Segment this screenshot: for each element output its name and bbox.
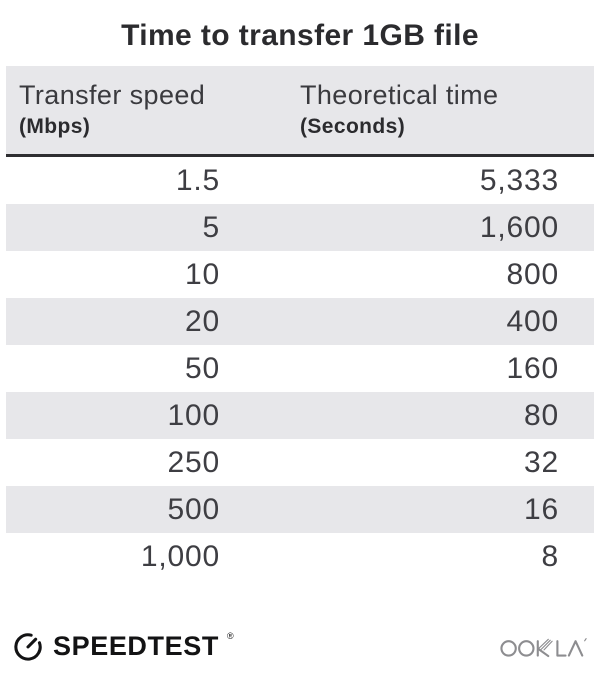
time-cell: 16: [524, 492, 559, 526]
column-label: Theoretical time: [300, 80, 499, 110]
table-row: 500 16: [6, 486, 594, 533]
time-cell: 400: [506, 304, 559, 338]
speed-cell: 1,000: [140, 539, 220, 573]
time-cell: 8: [541, 539, 559, 573]
time-cell: 160: [506, 351, 559, 385]
table-header-row: Transfer speed (Mbps) Theoretical time (…: [6, 66, 594, 157]
table-row: 1.5 5,333: [6, 157, 594, 204]
column-header-transfer-speed: Transfer speed (Mbps): [6, 78, 300, 142]
table-row: 250 32: [6, 439, 594, 486]
speed-cell: 5: [202, 210, 220, 244]
time-cell: 800: [506, 257, 559, 291]
table-row: 20 400: [6, 298, 594, 345]
column-label: Transfer speed: [19, 80, 206, 110]
column-header-theoretical-time: Theoretical time (Seconds): [300, 78, 594, 142]
transfer-time-table: Transfer speed (Mbps) Theoretical time (…: [6, 66, 594, 580]
table-row: 50 160: [6, 345, 594, 392]
time-cell: 1,600: [479, 210, 559, 244]
table-row: 1,000 8: [6, 533, 594, 580]
time-cell: 32: [524, 445, 559, 479]
speed-cell: 10: [185, 257, 220, 291]
table-row: 5 1,600: [6, 204, 594, 251]
speedtest-wordmark: SPEEDTEST: [53, 631, 219, 661]
ookla-logo: [500, 634, 588, 659]
speedtest-logo: SPEEDTEST ®: [10, 628, 234, 664]
table-row: 100 80: [6, 392, 594, 439]
speed-cell: 250: [167, 445, 220, 479]
time-cell: 80: [524, 398, 559, 432]
column-unit: (Mbps): [19, 115, 91, 138]
speed-cell: 100: [167, 398, 220, 432]
table-row: 10 800: [6, 251, 594, 298]
footer: SPEEDTEST ®: [0, 626, 600, 666]
ookla-wordmark-icon: [500, 637, 587, 657]
speedtest-gauge-icon: [14, 633, 42, 661]
speed-cell: 50: [185, 351, 220, 385]
speed-cell: 20: [185, 304, 220, 338]
speed-cell: 1.5: [175, 163, 220, 197]
table-body: 1.5 5,333 5 1,600 10 800 20 400 50 160 1…: [6, 157, 594, 580]
speed-cell: 500: [167, 492, 220, 526]
page-title: Time to transfer 1GB file: [121, 19, 479, 52]
time-cell: 5,333: [479, 163, 559, 197]
registered-trademark-symbol: ®: [226, 631, 234, 641]
column-unit: (Seconds): [300, 115, 406, 138]
